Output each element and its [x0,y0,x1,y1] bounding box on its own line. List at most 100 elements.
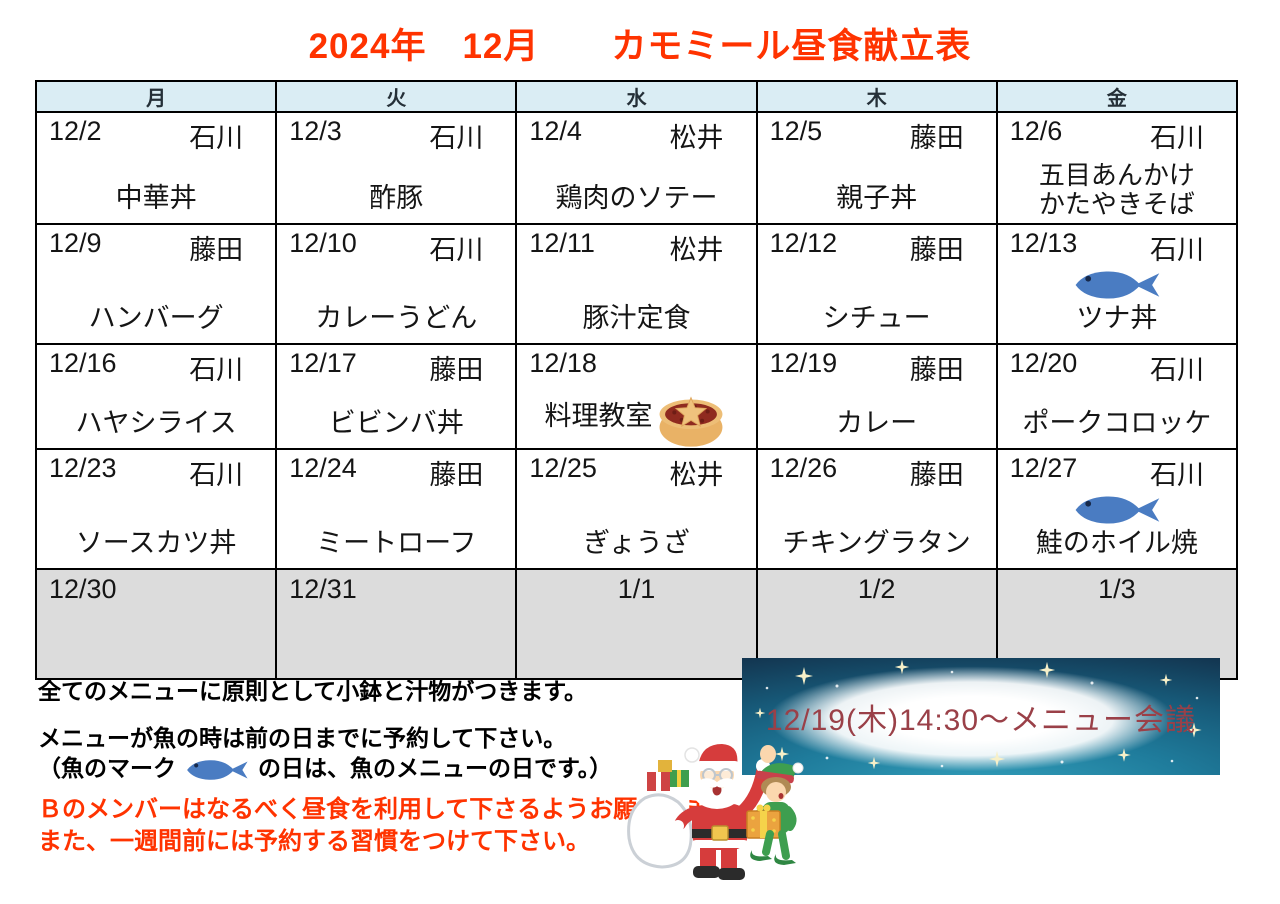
note-fish-line2-after: の日は、魚のメニューの日です。） [258,754,613,781]
cell-staff: 藤田 [909,235,964,265]
week-row-2: 12/9 藤田 ハンバーグ 12/10 石川 カレーうどん 12/11 松井 豚汁定食… [34,222,1239,346]
elf-figure [746,762,804,865]
cell-1-1: 1/1 [515,568,758,681]
cell-staff: 藤田 [429,460,484,491]
cell-menu: ポークコロッケ [1022,408,1212,438]
cell-staff: 石川 [1150,123,1204,153]
cell-menu: ソースカツ丼 [75,528,237,559]
cell-date: 12/4 [529,116,582,146]
cell-menu: ビビンバ丼 [328,408,464,438]
cell-menu: ツナ丼 [1076,303,1158,333]
cell-date: 12/2 [49,116,102,146]
cell-date: 12/31 [289,574,357,605]
cell-12-2: 12/2 石川 中華丼 [34,111,278,225]
cell-12-30: 12/30 [34,568,278,681]
cell-date: 12/18 [529,348,597,379]
cell-date: 12/17 [289,348,357,379]
week-row-3: 12/16 石川 ハヤシライス 12/17 藤田 ビビンバ丼 12/18 料理教室 [34,343,1239,451]
cell-menu: 中華丼 [115,182,197,213]
cell-12-5: 12/5 藤田 親子丼 [755,111,998,225]
note-fish-line2-before: （魚のマーク [38,754,176,781]
cell-12-27: 12/27 石川 鮭のホイル焼 [995,448,1239,571]
cell-12-3: 12/3 石川 酢豚 [275,111,518,225]
cell-12-6: 12/6 石川 五目あんかけ かたやきそば [995,111,1239,225]
cell-menu: 鮭のホイル焼 [1035,528,1198,559]
cell-date: 12/26 [769,453,838,484]
cell-staff: 石川 [189,460,244,491]
meeting-banner-text: 12/19(木)14:30～メニュー会議 [765,703,1197,737]
cell-staff: 藤田 [429,355,484,386]
note-fish-line2: （魚のマーク の日は、魚のメニューの日です。） [38,754,612,784]
cell-date: 12/6 [1009,116,1063,146]
cell-12-25: 12/25 松井 ぎょうざ [515,448,758,571]
fish-icon [1075,496,1160,524]
week-row-1: 12/2 石川 中華丼 12/3 石川 酢豚 12/4 松井 鶏肉のソテー 12/5 藤… [34,111,1239,225]
cell-12-12: 12/12 藤田 シチュー [755,222,998,346]
cell-date: 12/30 [49,574,117,605]
cell-12-10: 12/10 石川 カレーうどん [275,222,518,346]
cell-menu: チキングラタン [782,528,971,559]
cell-staff: 藤田 [189,235,244,265]
cell-12-20: 12/20 石川 ポークコロッケ [995,343,1239,451]
week-row-4: 12/23 石川 ソースカツ丼 12/24 藤田 ミートローフ 12/25 松井 ぎょ… [34,448,1239,571]
cell-staff: 藤田 [909,123,964,153]
cell-date: 1/1 [617,574,656,605]
cell-staff: 石川 [429,123,484,153]
cell-date: 12/23 [49,453,117,484]
cell-menu: ミートローフ [316,528,477,559]
day-header-tue: 火 [275,80,518,113]
cell-staff: 石川 [189,123,244,153]
cell-12-31: 12/31 [275,568,518,681]
cell-date: 12/25 [529,453,597,484]
cell-staff: 石川 [1150,235,1204,265]
cell-12-18: 12/18 料理教室 [515,343,758,451]
cell-staff: 石川 [1150,460,1204,491]
cell-date: 12/13 [1009,228,1078,258]
sparkle-stars [754,659,1202,770]
note-fish-line1: メニューが魚の時は前の日までに予約して下さい。 [38,725,567,751]
cell-staff: 石川 [189,355,244,386]
cell-date: 12/24 [289,453,357,484]
cell-12-24: 12/24 藤田 ミートローフ [275,448,518,571]
cell-menu: カレーうどん [315,303,478,333]
cell-date: 12/10 [289,228,357,258]
cell-menu: ぎょうざ [583,528,690,559]
note-request-line1: Ｂのメンバーはなるべく昼食を利用して下さるようお願いします [38,796,734,823]
day-header-wed: 水 [515,80,758,113]
note-request-line2: また、一週間前には予約する習慣をつけて下さい。 [38,827,590,855]
cell-date: 12/27 [1009,453,1078,484]
cell-staff: 藤田 [909,355,964,386]
day-header-fri: 金 [995,80,1239,113]
cell-12-23: 12/23 石川 ソースカツ丼 [34,448,278,571]
fish-icon [187,760,248,780]
cell-date: 1/2 [857,574,896,605]
cell-date: 12/9 [49,228,102,258]
cell-date: 12/11 [529,228,595,258]
cell-date: 12/20 [1009,348,1078,379]
cell-staff: 松井 [669,235,724,265]
fish-icon [1075,271,1160,299]
page-title: 2024年 12月 カモミール昼食献立表 [308,27,972,66]
cell-menu: カレー [836,408,918,438]
cell-12-11: 12/11 松井 豚汁定食 [515,222,758,346]
cell-menu: 五目あんかけ かたやきそば [1038,159,1195,219]
cell-12-4: 12/4 松井 鶏肉のソテー [515,111,758,225]
cell-staff: 石川 [1150,355,1204,386]
meeting-banner: 12/19(木)14:30～メニュー会議 [742,658,1220,775]
cell-menu: ハヤシライス [75,408,237,438]
cell-menu: 酢豚 [369,182,424,213]
note-serving: 全てのメニューに原則として小鉢と汁物がつきます。 [38,678,588,704]
cell-date: 12/5 [769,116,823,146]
day-header-thu: 木 [755,80,998,113]
cell-12-13: 12/13 石川 ツナ丼 [995,222,1239,346]
cell-staff: 松井 [669,460,724,491]
cell-menu: 豚汁定食 [582,303,691,333]
cell-staff: 松井 [669,123,724,153]
cell-12-17: 12/17 藤田 ビビンバ丼 [275,343,518,451]
cell-12-19: 12/19 藤田 カレー [755,343,998,451]
santa-figure [627,744,776,880]
day-header-row: 月 火 水 木 金 [34,80,1239,113]
cell-12-9: 12/9 藤田 ハンバーグ [34,222,278,346]
cell-menu: 料理教室 [544,401,653,432]
